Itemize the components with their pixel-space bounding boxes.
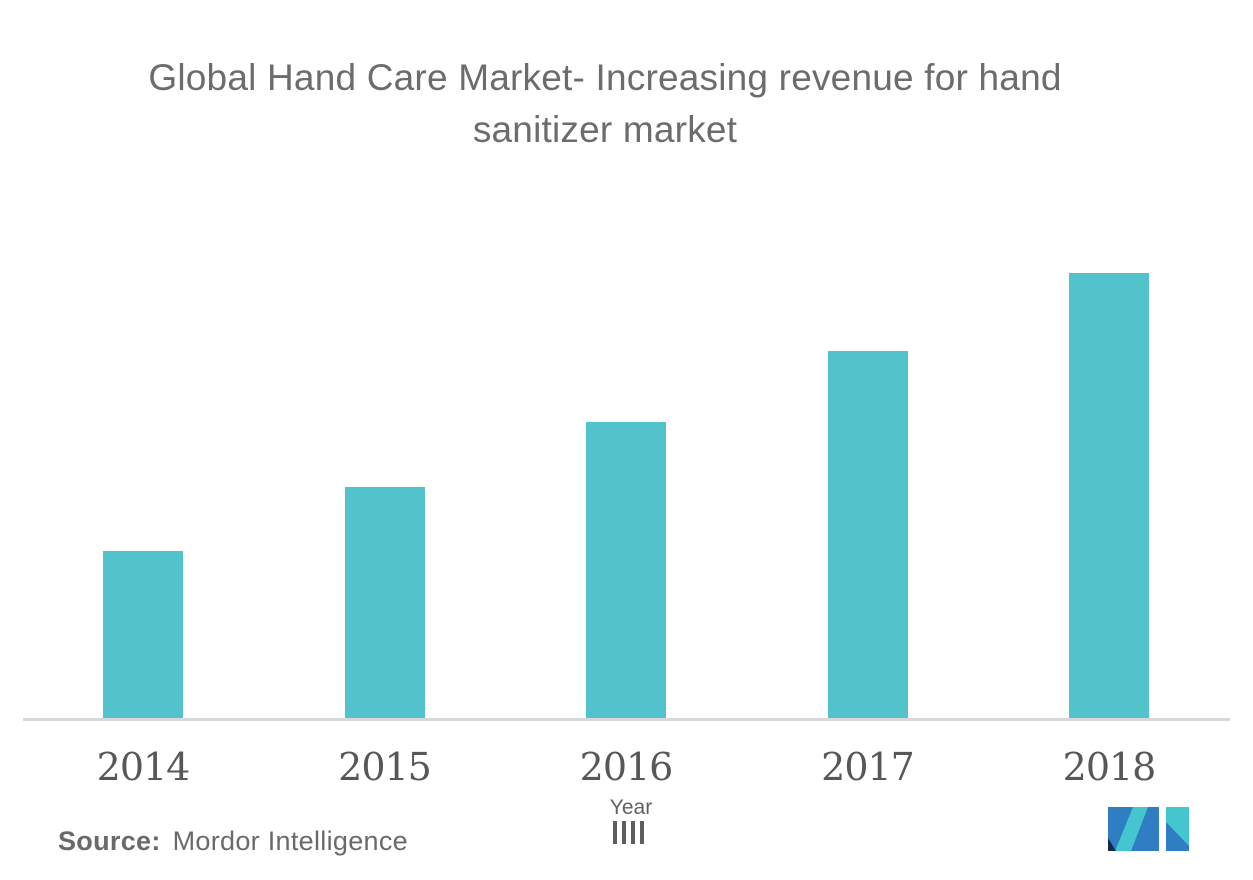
bar-2015 [344,487,425,719]
source-text: Mordor Intelligence [172,826,408,856]
mordor-intelligence-logo [1108,807,1189,851]
bar-2014 [103,551,183,719]
x-tick-label-2015: 2015 [338,745,432,789]
chart-title-line1: Global Hand Care Market- Increasing reve… [148,57,1062,98]
clipped-text-artifact [613,821,649,844]
x-tick-label-2014: 2014 [96,745,191,789]
source-label: Source: [58,826,161,856]
bar-2018 [1069,273,1149,719]
chart-title: Global Hand Care Market- Increasing reve… [0,52,1210,156]
bar-2017 [827,351,908,719]
chart-title-line2: sanitizer market [472,109,738,150]
x-tick-label-2017: 2017 [821,745,915,789]
x-axis-title-text: Year [609,796,653,819]
x-tick-label-2018: 2018 [1062,745,1157,789]
x-axis-line [23,718,1230,721]
x-tick-label-2016: 2016 [579,745,674,789]
x-axis-title: Year [596,796,666,844]
bar-2016 [586,422,666,719]
source-note: Source: Mordor Intelligence [58,826,408,857]
